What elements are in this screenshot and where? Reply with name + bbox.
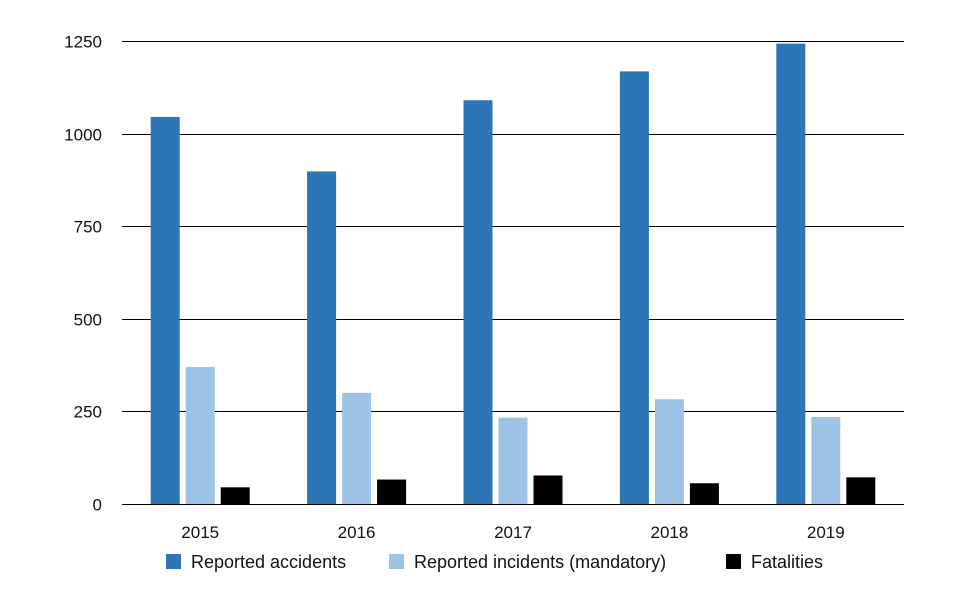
y-tick-label-500: 500 [74, 311, 102, 330]
y-tick-label-750: 750 [74, 218, 102, 237]
bars [150, 43, 876, 504]
bar-reported-accidents-2018 [619, 71, 649, 504]
bar-reported-accidents-2017 [463, 100, 493, 504]
bar-fatalities-2016 [377, 479, 407, 504]
y-tick-label-0: 0 [93, 496, 102, 515]
legend-swatch-reported-accidents [166, 554, 181, 569]
legend: Reported accidents Reported incidents (ma… [166, 552, 823, 572]
y-tick-label-1000: 1000 [64, 126, 102, 145]
bar-reported-incidents-mandatory-2019 [811, 416, 841, 504]
legend-label-reported-accidents: Reported accidents [191, 552, 346, 572]
bar-reported-accidents-2019 [776, 43, 806, 504]
bar-reported-incidents-mandatory-2017 [498, 417, 528, 504]
x-tick-label-2019: 2019 [807, 523, 845, 542]
bar-fatalities-2018 [689, 483, 719, 504]
y-axis-tick-labels: 0 250 500 750 1000 1250 [64, 33, 102, 515]
x-tick-label-2016: 2016 [338, 523, 376, 542]
bar-reported-accidents-2015 [150, 116, 180, 504]
y-tick-label-250: 250 [74, 403, 102, 422]
legend-label-reported-incidents-mandatory: Reported incidents (mandatory) [414, 552, 666, 572]
x-tick-label-2018: 2018 [650, 523, 688, 542]
legend-swatch-fatalities [726, 554, 741, 569]
gridlines [122, 41, 904, 505]
bar-reported-incidents-mandatory-2018 [654, 399, 684, 504]
bar-reported-accidents-2016 [307, 171, 337, 504]
bar-reported-incidents-mandatory-2016 [342, 392, 372, 504]
bar-fatalities-2015 [220, 487, 250, 504]
bar-reported-incidents-mandatory-2015 [185, 366, 215, 504]
bar-fatalities-2017 [533, 475, 563, 504]
bar-fatalities-2019 [846, 477, 876, 504]
x-tick-label-2017: 2017 [494, 523, 532, 542]
legend-swatch-reported-incidents-mandatory [389, 554, 404, 569]
legend-label-fatalities: Fatalities [751, 552, 823, 572]
x-tick-label-2015: 2015 [181, 523, 219, 542]
x-axis-tick-labels: 2015 2016 2017 2018 2019 [181, 523, 844, 542]
y-tick-label-1250: 1250 [64, 33, 102, 52]
